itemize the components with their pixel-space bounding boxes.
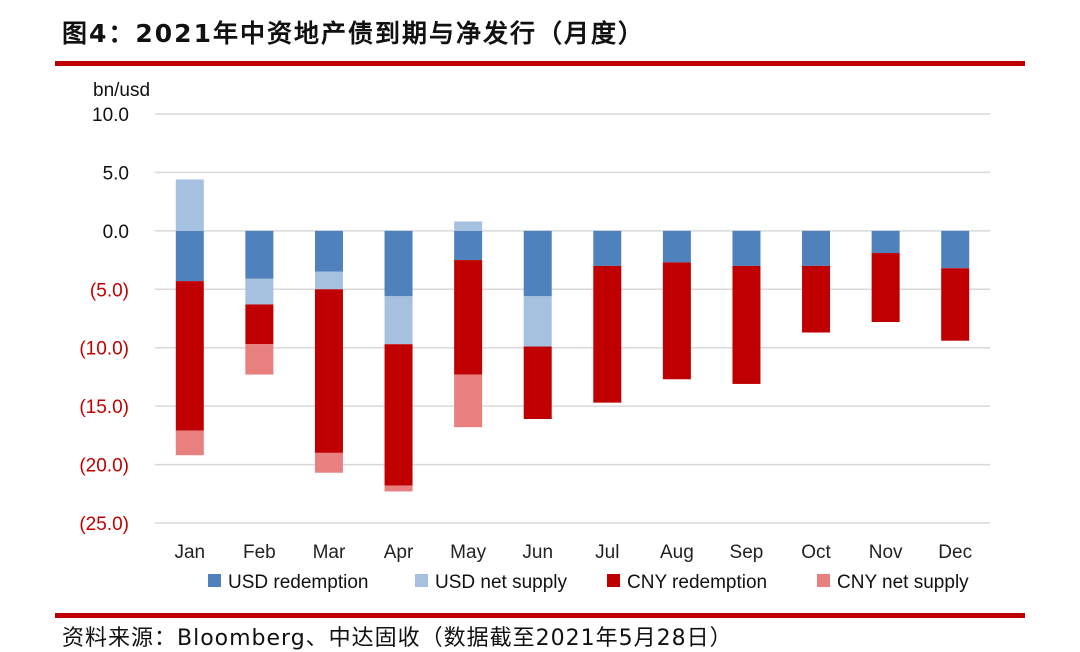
- bar-usd-net-supply: [175, 179, 204, 231]
- bar-cny-redemption: [245, 304, 274, 345]
- y-tick-label: (20.0): [79, 456, 129, 477]
- bar-cny-net-supply: [384, 485, 413, 492]
- x-category-label: Feb: [243, 542, 276, 563]
- bars: [175, 179, 970, 492]
- gridlines: [155, 113, 990, 524]
- bar-usd-redemption: [175, 230, 204, 282]
- bar-usd-net-supply: [454, 221, 483, 231]
- bar-cny-redemption: [384, 344, 413, 486]
- x-category-label: Nov: [869, 542, 903, 563]
- bar-cny-net-supply: [454, 374, 483, 428]
- bar-usd-redemption: [662, 230, 691, 263]
- x-category-label: Jan: [174, 542, 205, 563]
- figure-title: 图4：2021年中资地产债到期与净发行（月度）: [62, 19, 645, 48]
- legend: USD redemption USD net supply CNY redempti…: [208, 572, 969, 593]
- x-category-label: Mar: [313, 542, 346, 563]
- bar-usd-net-supply: [314, 271, 343, 290]
- legend-label: USD redemption: [228, 572, 368, 593]
- x-category-label: May: [450, 542, 486, 563]
- bar-cny-net-supply: [175, 430, 204, 456]
- bar-cny-redemption: [523, 346, 552, 419]
- bar-cny-redemption: [662, 262, 691, 380]
- bar-cny-redemption: [732, 265, 761, 384]
- y-tick-label: (5.0): [90, 280, 129, 301]
- bar-usd-redemption: [384, 230, 413, 297]
- legend-swatch: [607, 574, 620, 587]
- legend-swatch: [817, 574, 830, 587]
- y-axis-unit-label: bn/usd: [93, 80, 150, 101]
- bar-usd-redemption: [802, 230, 831, 266]
- top-divider: [55, 61, 1025, 66]
- bar-usd-net-supply: [384, 296, 413, 345]
- legend-swatch: [208, 574, 221, 587]
- y-tick-label: (10.0): [79, 339, 129, 360]
- stacked-bar-chart: bn/usd 10.0 5.0 0.0 (5.0) (10.0) (15.0) (20.0)…: [79, 80, 990, 593]
- bar-usd-redemption: [593, 230, 622, 266]
- bar-cny-redemption: [802, 265, 831, 333]
- y-tick-label: 10.0: [92, 105, 129, 126]
- bar-cny-redemption: [871, 253, 900, 323]
- bar-usd-net-supply: [245, 278, 274, 305]
- y-tick-label: (15.0): [79, 397, 129, 418]
- bar-usd-redemption: [523, 230, 552, 297]
- bar-cny-redemption: [314, 289, 343, 453]
- y-tick-label: (25.0): [79, 514, 129, 535]
- bottom-divider: [55, 613, 1025, 618]
- x-category-label: Jul: [595, 542, 619, 563]
- bar-usd-redemption: [941, 230, 970, 269]
- legend-swatch: [415, 574, 428, 587]
- legend-label: USD net supply: [435, 572, 568, 593]
- source-note: 资料来源：Bloomberg、中达固收（数据截至2021年5月28日）: [62, 626, 733, 651]
- y-tick-label: 5.0: [103, 163, 129, 184]
- x-axis-category-labels: Jan Feb Mar Apr May Jun Jul Aug Sep Oct Nov Dec: [174, 542, 972, 563]
- bar-usd-redemption: [454, 230, 483, 261]
- legend-label: CNY redemption: [627, 572, 767, 593]
- x-category-label: Apr: [384, 542, 414, 563]
- x-category-label: Jun: [522, 542, 553, 563]
- bar-usd-redemption: [314, 230, 343, 272]
- legend-label: CNY net supply: [837, 572, 969, 593]
- bar-cny-net-supply: [245, 344, 274, 375]
- bar-usd-redemption: [732, 230, 761, 266]
- bar-cny-net-supply: [314, 452, 343, 473]
- x-category-label: Oct: [801, 542, 831, 563]
- x-category-label: Dec: [938, 542, 972, 563]
- bar-usd-net-supply: [523, 296, 552, 347]
- bar-cny-redemption: [175, 281, 204, 431]
- y-tick-label: 0.0: [103, 222, 129, 243]
- bar-usd-redemption: [245, 230, 274, 279]
- bar-cny-redemption: [454, 260, 483, 375]
- y-axis-tick-labels: 10.0 5.0 0.0 (5.0) (10.0) (15.0) (20.0) (25.0): [79, 105, 129, 535]
- bar-cny-redemption: [941, 268, 970, 341]
- bar-usd-redemption: [871, 230, 900, 254]
- x-category-label: Sep: [730, 542, 764, 563]
- bar-cny-redemption: [593, 265, 622, 403]
- x-category-label: Aug: [660, 542, 694, 563]
